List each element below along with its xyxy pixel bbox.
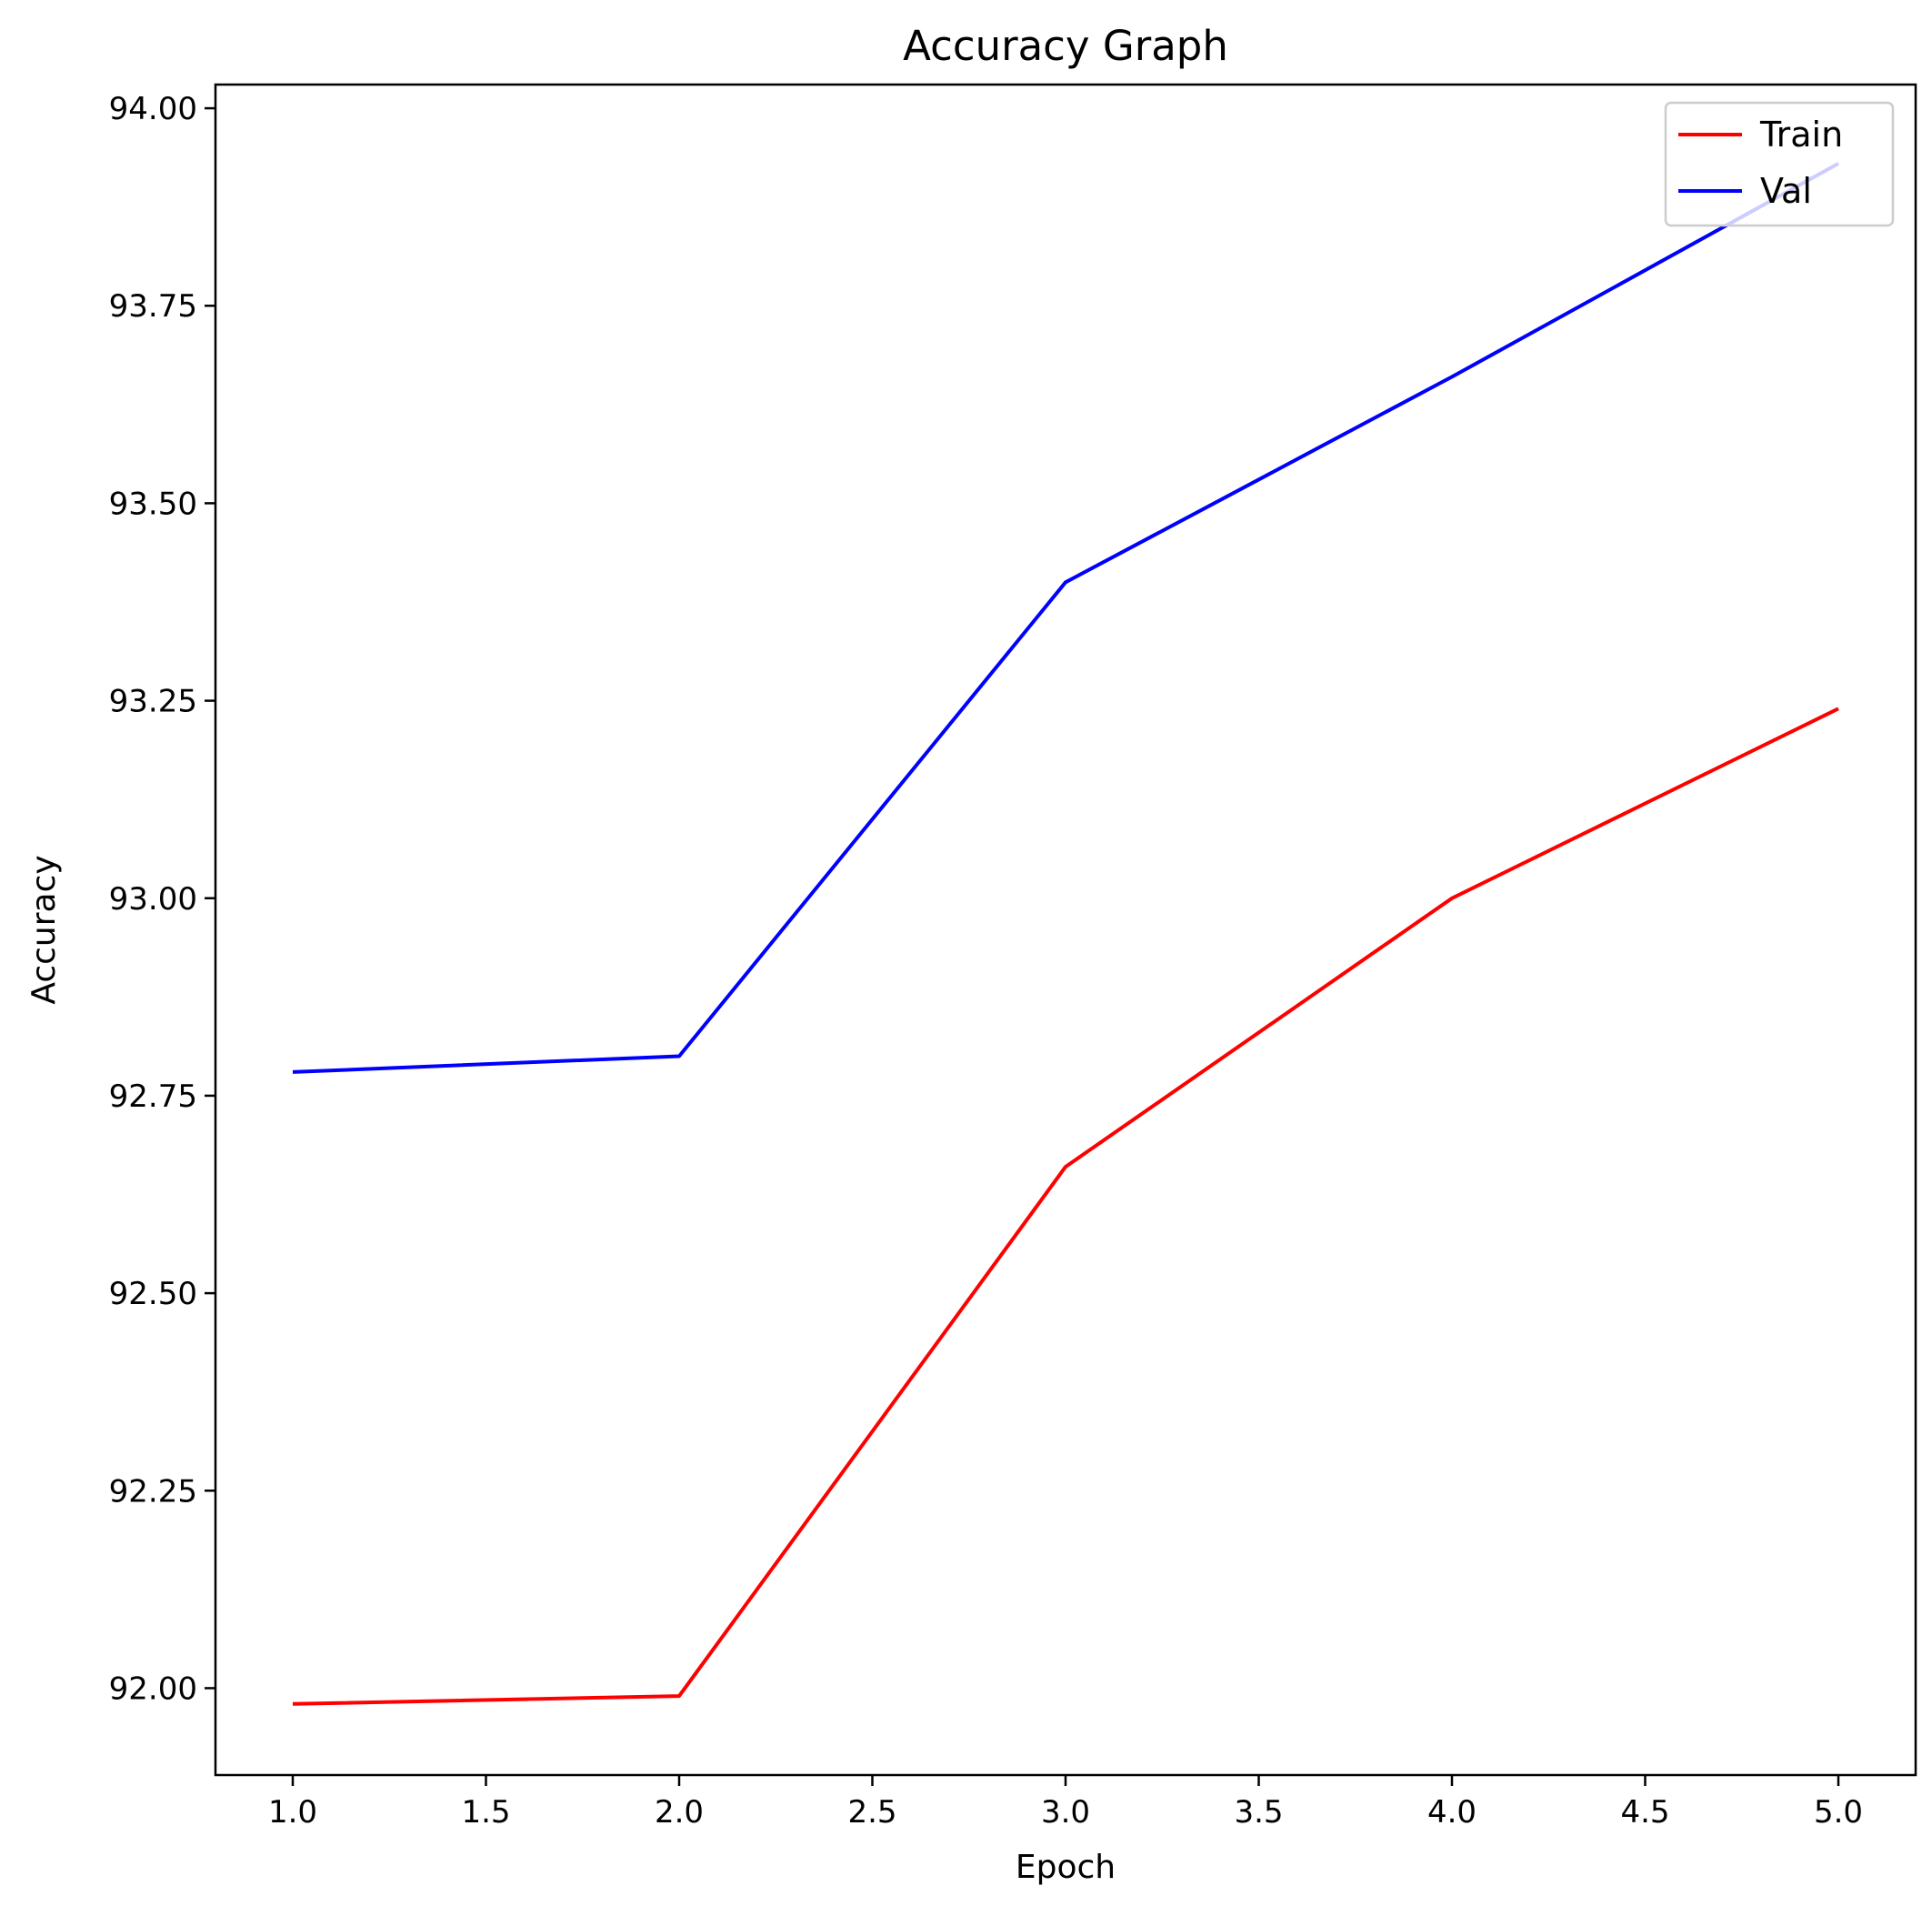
x-tick-label: 3.5	[1234, 1794, 1283, 1831]
axis-ticks: 1.0 1.5 2.0 2.5 3.0 3.5 4.0 4.5 5.0 92.00 92.25 92.…	[109, 91, 1863, 1831]
plot-frame	[214, 83, 1917, 1777]
x-axis-label: Epoch	[1016, 1849, 1116, 1886]
x-tick-label: 4.5	[1620, 1794, 1669, 1831]
x-tick-label: 5.0	[1814, 1794, 1863, 1831]
series-line-train	[292, 707, 1839, 1706]
series-line-val	[292, 162, 1839, 1074]
x-tick-label: 2.5	[847, 1794, 896, 1831]
y-axis-label: Accuracy	[25, 855, 63, 1004]
y-tick-label: 93.75	[109, 288, 197, 325]
x-tick-label: 1.0	[268, 1794, 317, 1831]
x-tick-label: 4.0	[1427, 1794, 1477, 1831]
x-tick-label: 1.5	[461, 1794, 510, 1831]
y-tick-label: 92.00	[109, 1670, 197, 1707]
y-tick-label: 94.00	[109, 91, 197, 127]
legend-label-train: Train	[1759, 115, 1843, 155]
y-tick-label: 92.25	[109, 1473, 197, 1510]
legend: Train Val	[1664, 101, 1895, 227]
y-tick-label: 92.50	[109, 1276, 197, 1312]
y-tick-label: 93.25	[109, 684, 197, 720]
plot-lines	[292, 162, 1839, 1706]
chart-title: Accuracy Graph	[903, 22, 1228, 70]
y-tick-label: 93.50	[109, 486, 197, 522]
x-tick-label: 3.0	[1041, 1794, 1090, 1831]
y-tick-label: 93.00	[109, 881, 197, 918]
x-tick-label: 2.0	[655, 1794, 704, 1831]
legend-label-val: Val	[1760, 171, 1812, 211]
y-tick-label: 92.75	[109, 1078, 197, 1115]
